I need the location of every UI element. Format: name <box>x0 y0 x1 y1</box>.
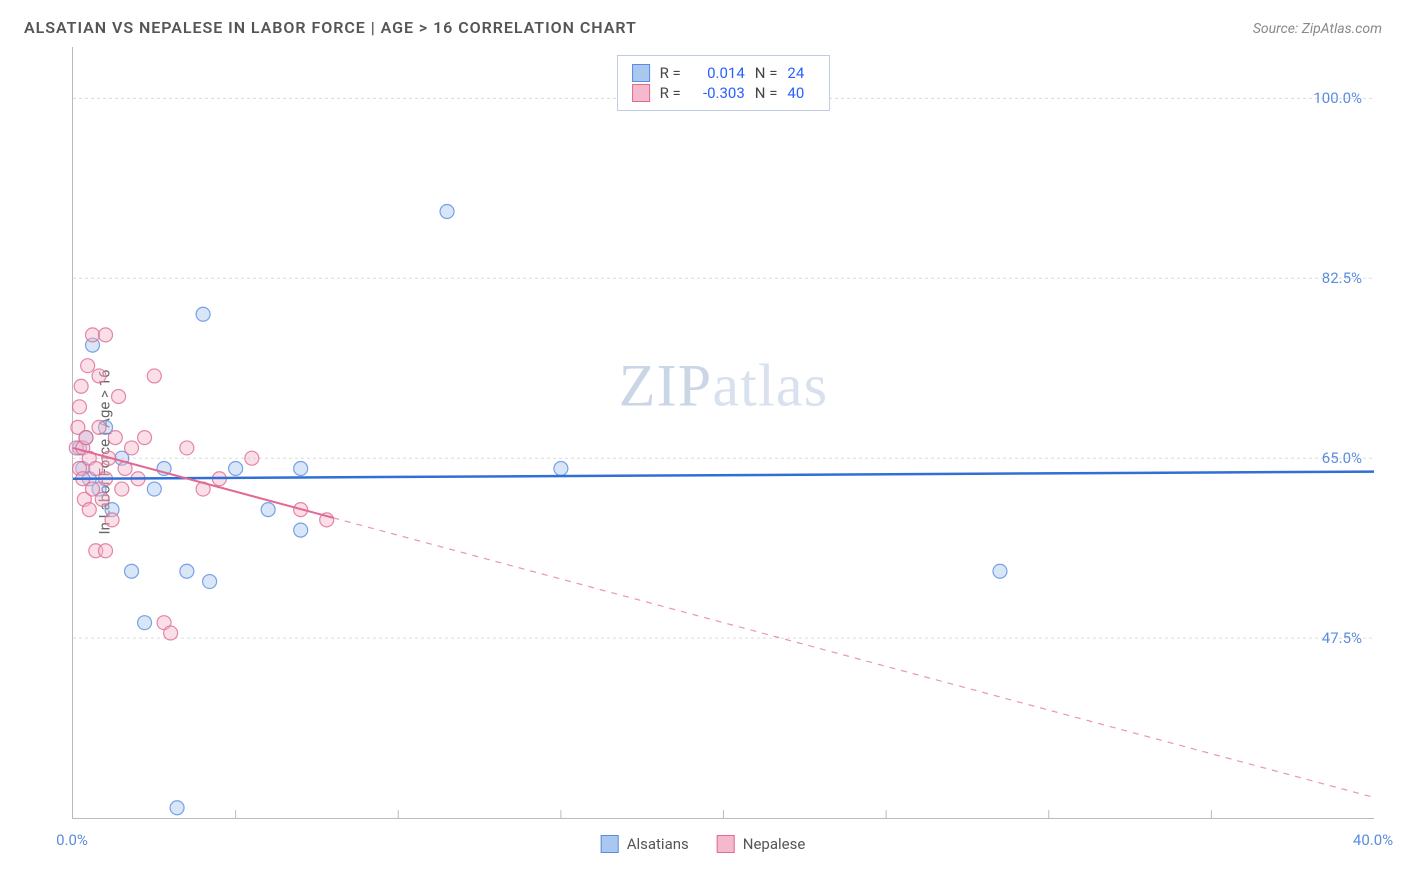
n-prefix: N = <box>755 64 778 82</box>
x-tick-label: 40.0% <box>1353 831 1393 849</box>
legend-label-nepalese: Nepalese <box>743 835 806 853</box>
legend-row-alsatians: R = 0.014 N = 24 <box>632 64 816 82</box>
x-tick-label: 0.0% <box>56 831 88 849</box>
plot-svg <box>73 47 1374 818</box>
source-label: Source: ZipAtlas.com <box>1253 21 1382 37</box>
chart-container: ALSATIAN VS NEPALESE IN LABOR FORCE | AG… <box>0 0 1406 892</box>
legend-item-alsatians: Alsatians <box>601 835 689 853</box>
y-tick-label: 100.0% <box>1313 89 1362 107</box>
y-tick-label: 82.5% <box>1322 269 1362 287</box>
legend-bottom: Alsatians Nepalese <box>601 835 806 853</box>
chart-title: ALSATIAN VS NEPALESE IN LABOR FORCE | AG… <box>24 18 637 37</box>
r-value-alsatians: 0.014 <box>691 64 745 82</box>
y-tick-label: 47.5% <box>1322 629 1362 647</box>
swatch-alsatians-icon <box>601 835 619 853</box>
n-prefix: N = <box>755 84 778 102</box>
chart-area: In Labor Force | Age > 16 ZIPatlas R = 0… <box>24 47 1382 857</box>
legend-row-nepalese: R = -0.303 N = 40 <box>632 84 816 102</box>
r-prefix: R = <box>660 84 681 102</box>
n-value-nepalese: 40 <box>787 84 815 102</box>
swatch-nepalese-icon <box>717 835 735 853</box>
r-prefix: R = <box>660 64 681 82</box>
legend-correlation: R = 0.014 N = 24 R = -0.303 N = 40 <box>617 55 831 111</box>
plot-area: ZIPatlas R = 0.014 N = 24 R = -0.303 N =… <box>72 47 1374 819</box>
swatch-alsatians <box>632 64 650 82</box>
r-value-nepalese: -0.303 <box>691 84 745 102</box>
legend-label-alsatians: Alsatians <box>627 835 689 853</box>
legend-item-nepalese: Nepalese <box>717 835 806 853</box>
n-value-alsatians: 24 <box>787 64 815 82</box>
y-tick-label: 65.0% <box>1322 449 1362 467</box>
header: ALSATIAN VS NEPALESE IN LABOR FORCE | AG… <box>24 18 1382 37</box>
swatch-nepalese <box>632 84 650 102</box>
